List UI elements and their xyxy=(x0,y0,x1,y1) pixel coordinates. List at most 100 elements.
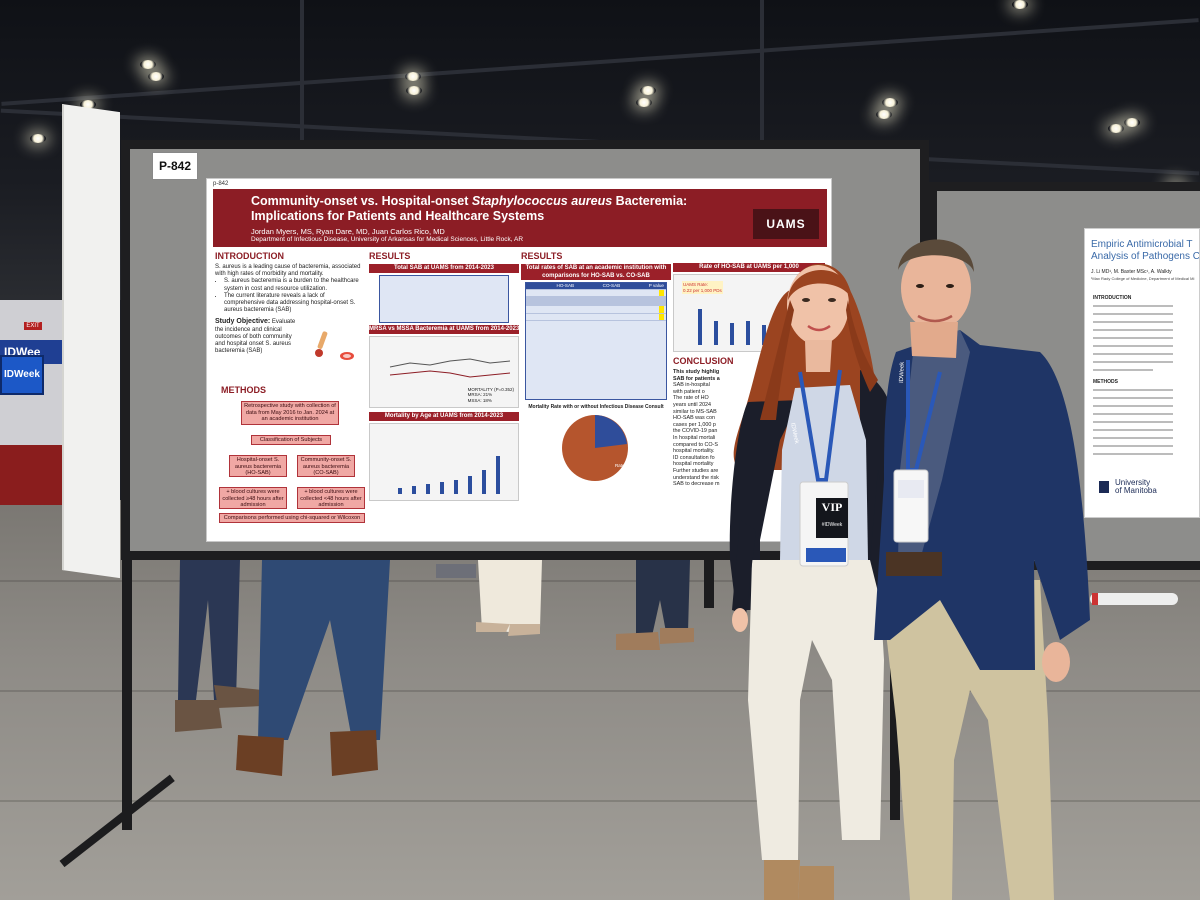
conclusion-text: This study highlig SAB for patients a SA… xyxy=(673,369,825,488)
research-poster: p-842 Community-onset vs. Hospital-onset… xyxy=(206,178,832,542)
ceiling-light xyxy=(406,86,422,95)
chart-bar xyxy=(468,476,472,494)
intro-bullet: S. aureus bacteremia is a burden to the … xyxy=(224,278,365,292)
conclusion-line: This study highlig xyxy=(673,369,720,375)
chart-bar xyxy=(454,480,458,494)
pie-chart-title: Mortality Rate with or without Infectiou… xyxy=(528,404,664,410)
mortality-legend-mssa: MSSA: 18% xyxy=(467,397,492,403)
red-carpet xyxy=(0,445,70,505)
ceiling-beam xyxy=(760,0,764,180)
text-line xyxy=(1093,321,1173,323)
conclusion-line: hospital mortality. xyxy=(673,448,715,455)
mrsa-mssa-lines xyxy=(389,358,511,378)
text-line xyxy=(1093,397,1173,399)
methods-box-study: Retrospective study with collection of d… xyxy=(241,401,339,425)
poster-header: Community-onset vs. Hospital-onset Staph… xyxy=(213,189,827,247)
total-sab-table xyxy=(379,275,509,323)
text-line xyxy=(1093,405,1173,407)
poster-title-part: Community-onset vs. Hospital-onset xyxy=(251,194,472,208)
adjacent-poster-methods-heading: METHODS xyxy=(1093,379,1118,385)
ceiling-light xyxy=(1108,124,1124,133)
text-line xyxy=(1093,369,1153,371)
mortality-age-bar-chart xyxy=(369,423,519,501)
table-row xyxy=(526,305,666,307)
poster-title-line2: Implications for Patients and Healthcare… xyxy=(251,209,545,223)
adjacent-poster-intro-heading: INTRODUCTION xyxy=(1093,295,1132,301)
mortality-pie-chart xyxy=(562,415,628,481)
column-header: HO-SAB xyxy=(556,283,575,288)
poster-authors: Jordan Myers, MS, Ryan Dare, MD, Juan Ca… xyxy=(251,227,445,236)
methods-box-criteria-ho: + blood cultures were collected ≥48 hour… xyxy=(219,487,287,509)
conclusion-line: the COVID-19 pan xyxy=(673,428,718,435)
adjacent-poster-title-line: Empiric Antimicrobial T xyxy=(1091,239,1193,250)
introduction-heading: INTRODUCTION xyxy=(215,251,284,261)
highlight-cell xyxy=(659,313,664,320)
poster-title-part: Bacteremia: xyxy=(612,194,688,208)
intro-bullet: The current literature reveals a lack of… xyxy=(224,293,365,315)
mortality-age-chart-title: Mortality by Age at UAMS from 2014-2023 xyxy=(369,412,519,421)
man-presenter xyxy=(874,239,1090,900)
ceiling-light xyxy=(148,72,164,81)
conclusion-line: years until 2024 xyxy=(673,401,712,408)
conclusion-heading: CONCLUSION xyxy=(673,356,734,366)
ceiling-light xyxy=(405,72,421,81)
adjacent-poster-title: Empiric Antimicrobial T Analysis of Path… xyxy=(1091,239,1199,263)
adjacent-poster-affiliation: ¹Max Rady College of Medicine, Departmen… xyxy=(1091,276,1195,281)
ceiling-light xyxy=(1124,118,1140,127)
pie-rate-label-2: Rate: 39.80% xyxy=(579,487,607,492)
methods-box-cosab: Community-onset S. aureus bacteremia (CO… xyxy=(297,455,355,477)
sab-rates-table: HO-SAB CO-SAB P value xyxy=(525,282,667,400)
mortality-legend: MORTALITY (P=0.352) MRSA: 21% MSSA: 18% xyxy=(468,387,514,404)
text-line xyxy=(1093,337,1173,339)
conclusion-line: SAB to decrease m xyxy=(673,481,720,488)
chart-note-line: UAMS Rate: xyxy=(683,282,709,287)
board-leg xyxy=(122,560,132,830)
conclusion-line: SAB in-hospital xyxy=(673,382,710,389)
adjacent-poster-authors: J. Li MD¹, M. Baxter MSc¹, A. Walkty xyxy=(1091,269,1172,275)
conclusion-line: similar to MS-SAB xyxy=(673,408,717,415)
study-objective: Study Objective: Evaluate the incidence … xyxy=(215,318,297,355)
total-sab-table-title: Total SAB at UAMS from 2014-2023 xyxy=(369,264,519,273)
conclusion-line: HO-SAB was con xyxy=(673,415,715,422)
floor-seam xyxy=(0,800,1200,802)
results-heading: RESULTS xyxy=(521,251,563,261)
table-row xyxy=(526,306,666,314)
poster-affiliation: Department of Infectious Disease, Univer… xyxy=(251,236,524,243)
sab-rates-table-title: Total rates of SAB at an academic instit… xyxy=(521,264,671,280)
table-row xyxy=(526,298,666,300)
floor-seam xyxy=(0,580,1200,582)
methods-box-stats: Comparisons performed using chi-squared … xyxy=(219,513,365,523)
results-column-1: RESULTS Total SAB at UAMS from 2014-2023… xyxy=(369,251,519,503)
text-line xyxy=(1093,329,1173,331)
chart-bar xyxy=(762,325,766,345)
pie-rate-label-1: Rate: 16.20% xyxy=(615,463,643,468)
mortality-legend-mrsa: MRSA: 21% xyxy=(467,392,493,397)
table-row xyxy=(526,300,666,302)
intro-paragraph: S. aureus is a leading cause of bacterem… xyxy=(215,264,361,278)
board-leg xyxy=(704,560,714,608)
exit-sign: EXIT xyxy=(24,322,42,330)
table-row xyxy=(526,301,666,303)
table-row xyxy=(526,299,666,301)
ceiling-light xyxy=(876,110,892,119)
study-objective-label: Study Objective: xyxy=(215,318,271,326)
chart-bar xyxy=(440,482,444,494)
methods-box-classification: Classification of Subjects xyxy=(251,435,331,445)
text-line xyxy=(1093,413,1173,415)
conclusion-line: hospital mortality xyxy=(673,461,714,468)
university-logo-line: of Manitoba xyxy=(1115,486,1157,495)
man-lanyard-text: IDWeek xyxy=(899,361,906,384)
conclusion-line: cases per 1,000 p xyxy=(673,421,716,428)
methods-box-hosab: Hospital-onset S. aureus bacteremia (HO-… xyxy=(229,455,287,477)
highlight-cell xyxy=(659,306,664,313)
text-line xyxy=(1093,453,1173,455)
results-heading: RESULTS xyxy=(369,251,411,261)
table-row xyxy=(526,313,666,321)
conclusion-line: ID consultation fo xyxy=(673,454,715,461)
ceiling-light xyxy=(140,60,156,69)
university-logo-line: University xyxy=(1115,478,1151,487)
conclusion-line: understand the risk xyxy=(673,474,719,481)
methods-heading: METHODS xyxy=(221,385,266,395)
conclusion-line: compared to CO-S xyxy=(673,441,718,448)
